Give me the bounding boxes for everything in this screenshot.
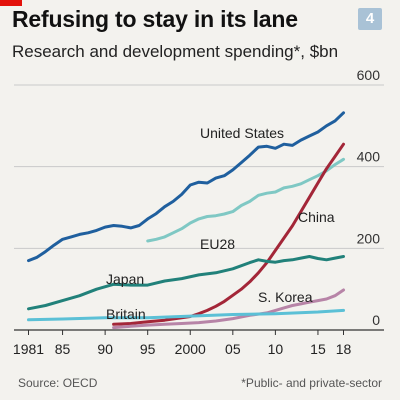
x-tick-label: 15 bbox=[310, 341, 326, 357]
series-label-japan: Japan bbox=[106, 271, 144, 287]
series-label-eu28: EU28 bbox=[200, 236, 235, 252]
x-tick-label: 1981 bbox=[13, 341, 44, 357]
source-note: Source: OECD bbox=[18, 376, 98, 390]
brand-red-tag bbox=[0, 0, 22, 6]
series-label-united-states: United States bbox=[200, 125, 284, 141]
y-tick-label: 400 bbox=[357, 149, 381, 165]
y-tick-label: 600 bbox=[357, 67, 381, 83]
chart-subtitle: Research and development spending*, $bn bbox=[12, 42, 339, 61]
x-tick-label: 85 bbox=[55, 341, 71, 357]
series-label-s-korea: S. Korea bbox=[258, 289, 313, 305]
series-label-britain: Britain bbox=[106, 306, 146, 322]
series-label-china: China bbox=[298, 209, 335, 225]
series-line-japan bbox=[27, 255, 345, 311]
chart-title: Refusing to stay in its lane bbox=[12, 6, 298, 32]
series-line-united-states bbox=[27, 111, 345, 263]
y-tick-label: 200 bbox=[357, 230, 381, 246]
series-line-china bbox=[112, 142, 345, 326]
x-tick-label: 18 bbox=[336, 341, 352, 357]
series-line-eu28 bbox=[146, 157, 345, 243]
series-line-britain bbox=[27, 308, 345, 322]
chart-number-badge: 4 bbox=[358, 8, 382, 30]
x-tick-label: 90 bbox=[97, 341, 113, 357]
x-tick-label: 2000 bbox=[175, 341, 206, 357]
y-tick-label: 0 bbox=[372, 312, 380, 328]
footnote: *Public- and private-sector bbox=[241, 376, 382, 390]
x-tick-label: 10 bbox=[268, 341, 284, 357]
x-tick-label: 05 bbox=[225, 341, 241, 357]
x-tick-label: 95 bbox=[140, 341, 156, 357]
